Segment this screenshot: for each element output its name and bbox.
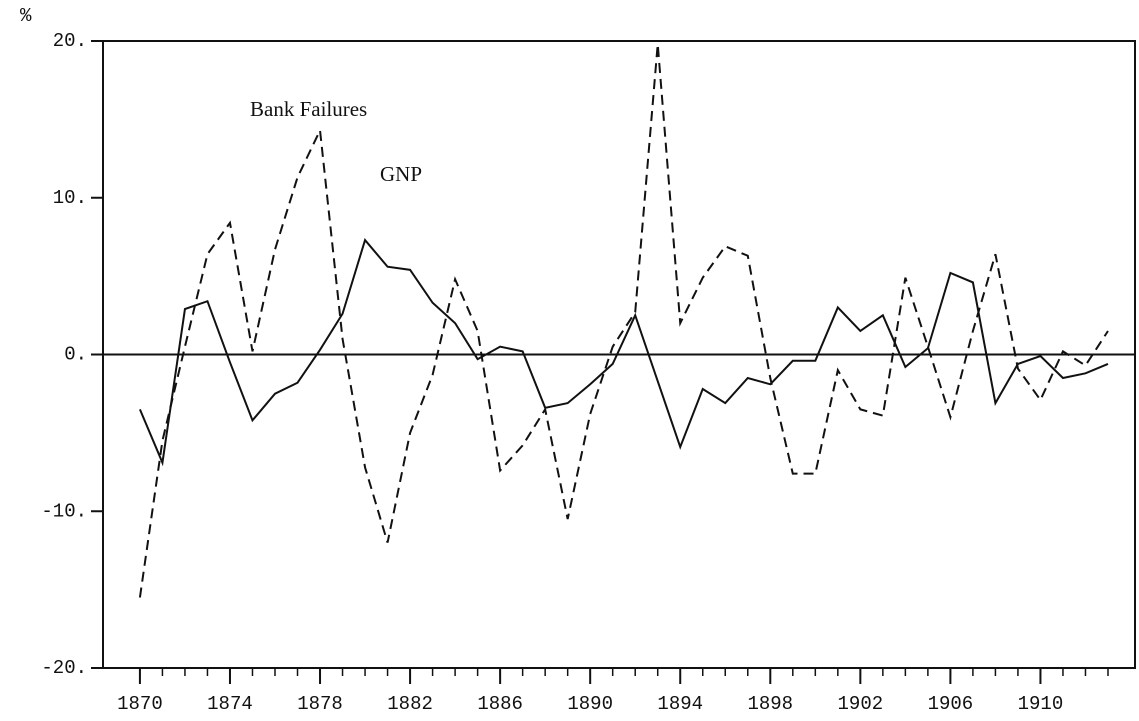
series-annotation: Bank Failures	[250, 97, 367, 121]
x-tick-label: 1898	[747, 693, 793, 715]
series-line	[138, 238, 1109, 467]
x-tick-label: 1886	[477, 693, 523, 715]
series-annotation: GNP	[380, 162, 422, 186]
x-tick-label: 1906	[928, 693, 974, 715]
y-axis-label: %	[20, 5, 32, 27]
x-tick-label: 1890	[567, 693, 613, 715]
y-tick-label: -20.	[41, 657, 87, 679]
y-tick-label: -10.	[41, 500, 87, 522]
x-tick-label: 1882	[387, 693, 433, 715]
x-tick-label: 1910	[1018, 693, 1064, 715]
y-tick-label: 20.	[53, 30, 87, 52]
x-tick-label: 1894	[657, 693, 703, 715]
x-tick-label: 1878	[297, 693, 343, 715]
series-line	[138, 44, 1109, 598]
x-tick-label: 1874	[207, 693, 253, 715]
y-tick-label: 0.	[64, 344, 87, 366]
y-tick-label: 10.	[53, 187, 87, 209]
x-tick-label: 1870	[117, 693, 163, 715]
x-tick-label: 1902	[838, 693, 884, 715]
